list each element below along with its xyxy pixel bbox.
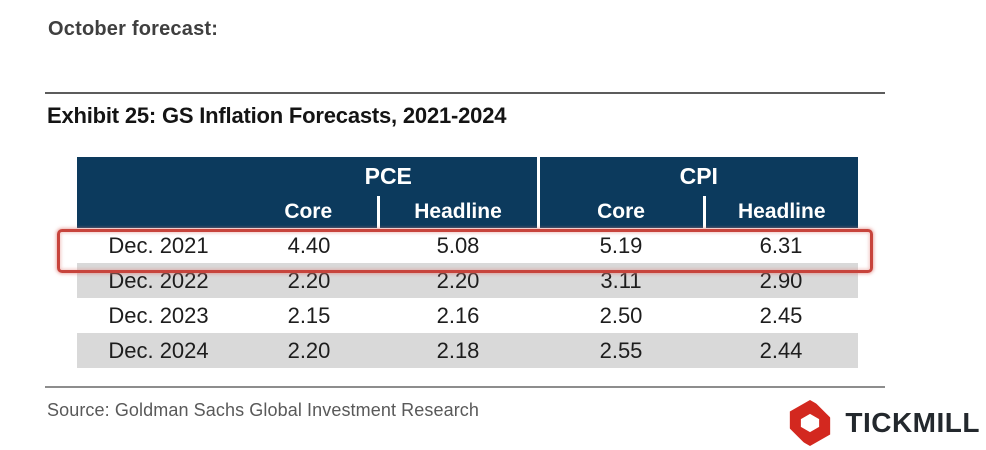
group-header-cpi: CPI [536, 157, 859, 196]
cell-pce-core: 2.15 [287, 302, 331, 328]
cell-pce-headline: 2.16 [436, 302, 480, 328]
subheader-cpi-core: Core [536, 196, 705, 228]
corner-cell [77, 157, 240, 196]
exhibit-title: Exhibit 25: GS Inflation Forecasts, 2021… [47, 103, 507, 128]
cell-pce-headline: 2.20 [378, 263, 539, 298]
row-label: Dec. 2023 [108, 302, 209, 328]
exhibit-bottom-rule [45, 386, 885, 388]
tickmill-hexagon-icon [784, 399, 837, 447]
row-label: Dec. 2024 [77, 333, 240, 368]
table-row-dec-2021: Dec. 2021 4.40 5.08 5.19 6.31 [77, 228, 858, 263]
cell-pce-headline: 5.08 [436, 232, 480, 258]
cell-cpi-core: 5.19 [599, 232, 643, 258]
cell-pce-core: 4.40 [287, 232, 331, 258]
cell-cpi-core: 2.50 [599, 302, 643, 328]
source-attribution: Source: Goldman Sachs Global Investment … [47, 400, 480, 420]
tickmill-logo: TICKMILL [784, 398, 980, 448]
cell-pce-headline: 2.18 [378, 333, 539, 368]
cell-cpi-headline: 2.44 [704, 333, 859, 368]
october-forecast-label: October forecast: [48, 18, 219, 40]
cell-cpi-core: 2.55 [538, 333, 705, 368]
exhibit-top-rule [45, 92, 885, 94]
forecast-table: PCE CPI Core Headline Core Headline Dec.… [77, 157, 859, 368]
subheader-pce-core: Core [240, 196, 378, 228]
group-header-row: PCE CPI [77, 157, 859, 196]
cell-cpi-headline: 2.45 [759, 302, 803, 328]
table-row-dec-2023: Dec. 2023 2.15 2.16 2.50 2.45 [77, 298, 858, 333]
cell-pce-core: 2.20 [240, 263, 378, 298]
subheader-cpi-headline: Headline [702, 196, 859, 228]
forecast-table-container: PCE CPI Core Headline Core Headline Dec.… [57, 157, 873, 368]
group-header-pce: PCE [240, 157, 539, 196]
table-row-dec-2024: Dec. 2024 2.20 2.18 2.55 2.44 [77, 333, 859, 368]
row-label: Dec. 2022 [77, 263, 240, 298]
tickmill-wordmark: TICKMILL [845, 407, 980, 438]
sub-header-row: Core Headline Core Headline [77, 196, 859, 228]
corner-cell-2 [77, 196, 240, 228]
cell-cpi-headline: 6.31 [759, 232, 803, 258]
table-row-dec-2022: Dec. 2022 2.20 2.20 3.11 2.90 [77, 263, 859, 298]
row-label: Dec. 2021 [108, 232, 209, 258]
cell-cpi-headline: 2.90 [704, 263, 859, 298]
cell-cpi-core: 3.11 [538, 263, 705, 298]
cell-pce-core: 2.20 [240, 333, 378, 368]
subheader-pce-headline: Headline [376, 196, 539, 228]
